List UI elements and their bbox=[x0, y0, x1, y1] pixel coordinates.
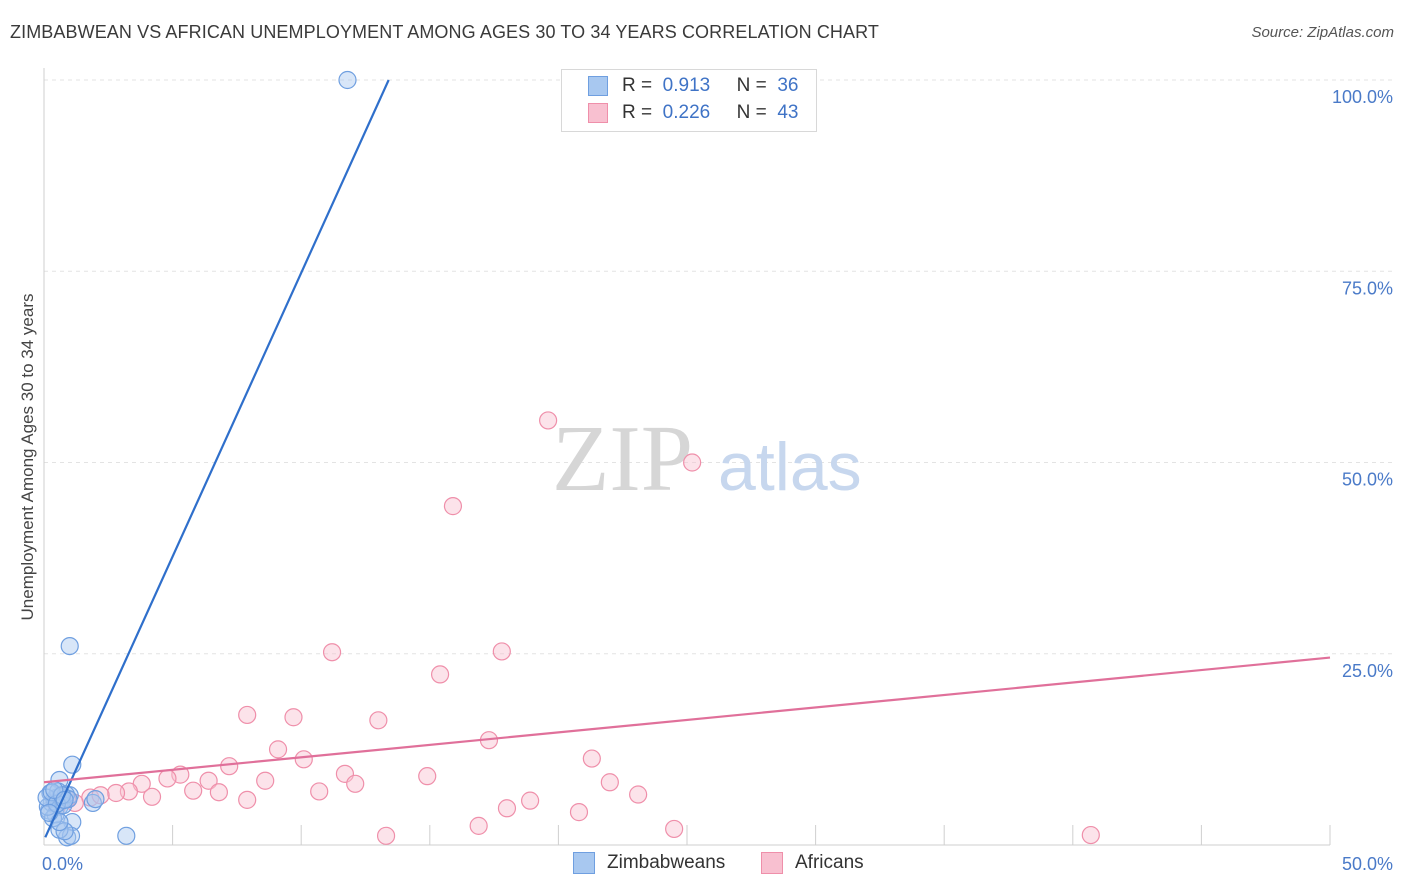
watermark: ZIP atlas bbox=[552, 407, 862, 511]
african-data-point bbox=[294, 750, 313, 769]
african-data-point bbox=[443, 497, 463, 516]
african-data-point bbox=[430, 665, 450, 684]
zimbabwean-trend-line bbox=[44, 79, 390, 838]
african-data-point bbox=[220, 757, 239, 776]
legend-swatch-africans bbox=[588, 103, 608, 123]
african-data-point bbox=[418, 767, 437, 786]
y-tick-label: 25.0% bbox=[1342, 661, 1393, 681]
african-data-point bbox=[1081, 825, 1100, 845]
legend-r-value: 0.913 bbox=[662, 75, 711, 96]
bottom-legend-swatch-africans bbox=[761, 852, 783, 874]
legend-n-label: N = bbox=[736, 75, 767, 96]
watermark-atlas: atlas bbox=[718, 429, 862, 505]
african-data-point bbox=[158, 769, 177, 788]
african-data-point bbox=[238, 790, 257, 809]
zimbabwean-data-point bbox=[86, 789, 105, 809]
african-data-point bbox=[310, 782, 329, 801]
chart-title: ZIMBABWEAN VS AFRICAN UNEMPLOYMENT AMONG… bbox=[10, 22, 880, 42]
zimbabwean-data-point bbox=[117, 826, 136, 845]
zimbabwean-data-point bbox=[37, 788, 56, 807]
african-data-point bbox=[582, 749, 601, 768]
gridlines bbox=[44, 79, 1392, 655]
axes bbox=[43, 68, 1331, 846]
african-trend-line bbox=[43, 656, 1331, 784]
african-data-point bbox=[142, 787, 162, 806]
african-data-point bbox=[369, 711, 388, 730]
african-data-point bbox=[106, 783, 126, 803]
african-data-point bbox=[569, 803, 589, 822]
legend-n-label: N = bbox=[736, 102, 767, 123]
y-tick-label: 75.0% bbox=[1342, 278, 1393, 298]
legend-r-label: R = bbox=[622, 75, 653, 96]
source-label: Source: ZipAtlas.com bbox=[1251, 24, 1394, 41]
x-tick-label: 50.0% bbox=[1342, 854, 1393, 874]
african-data-point bbox=[184, 781, 203, 800]
zimbabwean-data-point bbox=[338, 70, 357, 90]
african-data-point bbox=[199, 771, 218, 790]
african-data-point bbox=[683, 453, 702, 472]
zimbabwean-data-point bbox=[55, 822, 74, 841]
african-data-point bbox=[376, 826, 396, 845]
bottom-legend-africans: Africans bbox=[761, 852, 864, 874]
african-data-point bbox=[521, 791, 540, 810]
zimbabwean-data-point bbox=[61, 826, 81, 845]
legend-r-label: R = bbox=[622, 102, 653, 123]
african-data-point bbox=[629, 785, 648, 804]
african-data-point bbox=[346, 774, 365, 793]
watermark-zip: ZIP bbox=[552, 407, 693, 511]
african-data-point bbox=[284, 708, 303, 727]
bottom-legend-swatch-zimbabweans bbox=[573, 852, 595, 874]
legend-r-value: 0.226 bbox=[662, 102, 711, 123]
stats-legend: R = 0.913 N = 36 R = 0.226 N = 43 bbox=[561, 69, 817, 132]
african-data-point bbox=[539, 411, 558, 430]
bottom-legend-zimbabweans: Zimbabweans bbox=[573, 852, 725, 874]
legend-swatch-zimbabweans bbox=[588, 76, 608, 96]
african-data-point bbox=[268, 740, 288, 759]
bottom-legend-label: Africans bbox=[795, 852, 864, 873]
african-data-point bbox=[209, 783, 228, 802]
african-data-point bbox=[492, 642, 511, 661]
zimbabwean-data-point bbox=[60, 636, 79, 656]
trend-lines bbox=[43, 79, 1331, 838]
zimbabwean-data-point bbox=[40, 803, 59, 822]
bottom-legend-label: Zimbabweans bbox=[607, 852, 726, 873]
african-data-point bbox=[238, 705, 257, 725]
african-data-point bbox=[600, 773, 619, 792]
x-tick-label: 0.0% bbox=[42, 854, 83, 874]
african-data-point bbox=[256, 771, 275, 790]
legend-row-africans: R = 0.226 N = 43 bbox=[588, 101, 798, 125]
legend-n-value: 36 bbox=[777, 75, 799, 96]
tick-labels: 100.0% 75.0% 50.0% 25.0% 0.0% 50.0% bbox=[42, 87, 1393, 874]
african-data-point bbox=[497, 799, 517, 818]
african-data-point bbox=[469, 816, 488, 835]
legend-n-value: 43 bbox=[777, 102, 799, 123]
african-data-point bbox=[665, 819, 684, 839]
y-tick-label: 100.0% bbox=[1332, 87, 1393, 107]
african-data-point bbox=[322, 643, 342, 662]
y-tick-label: 50.0% bbox=[1342, 470, 1393, 490]
legend-row-zimbabweans: R = 0.913 N = 36 bbox=[588, 74, 798, 98]
